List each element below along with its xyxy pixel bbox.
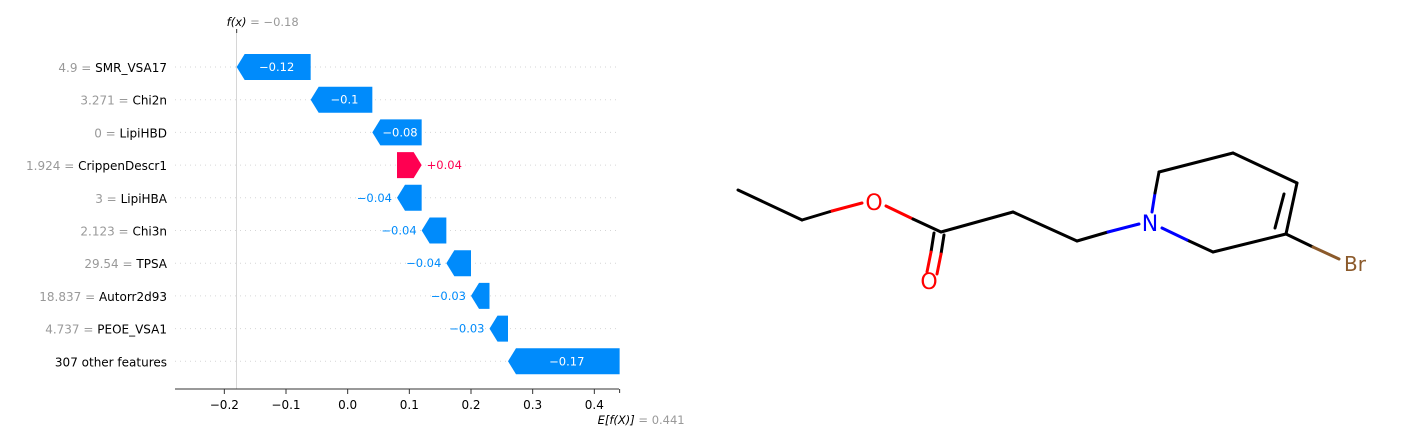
bond-ring-bottom [1211,232,1288,254]
bond-ring-n-bottom [1185,238,1215,254]
waterfall-bar [489,315,508,342]
bond-carbonyl-double-a [929,231,936,254]
bond-ring-top-right [1231,151,1299,185]
feature-label: 2.123 = Chi3n [80,225,167,239]
waterfall-bar [236,54,311,80]
feature-name: 307 other features [55,355,167,369]
bond-c-n [1075,230,1110,243]
bond-carbonyl-double-b [939,233,946,256]
bond-o-carbonyl-red [884,204,915,221]
fx-symbol: f(x) [227,15,250,29]
feature-name: Chi3n [132,225,167,239]
bond-ethyl-co [800,209,834,222]
atom-nitrogen: N [1142,212,1158,237]
bond-n-up [1153,170,1161,195]
feature-value: 1.924 = [26,159,78,173]
feature-label: 0 = LipiHBD [94,126,167,140]
bond-c-c2 [1011,210,1079,243]
feature-label: 3 = LipiHBA [95,192,168,206]
bond-ring-right-inner [1273,192,1286,230]
bar-value-label: −0.04 [357,191,392,205]
feature-label: 1.924 = CrippenDescr1 [26,159,167,173]
feature-name: Chi2n [132,94,167,108]
shap-waterfall-chart: −0.12 4.9 = SMR_VSA17 −0.1 3.271 = Chi2n −0.… [26,15,685,427]
expected-value-label: E[f(X)] = 0.441 [598,413,685,427]
bar-value-label: −0.12 [259,60,294,74]
feature-name: CrippenDescr1 [78,159,167,173]
bond-carbonyl-double-b-red [935,252,943,276]
feature-label: 18.837 = Autorr2d93 [39,290,167,304]
feature-name: Autorr2d93 [99,290,167,304]
waterfall-bar [310,86,373,113]
x-axis-tick-label: 0.0 [338,398,357,412]
waterfall-bar [421,217,447,244]
feature-value: 3 = [95,192,120,206]
bar-value-label: +0.04 [427,158,462,172]
bond-ethyl-cc [736,188,804,222]
fx-value-label: f(x) = −0.18 [227,15,299,29]
waterfall-bar [471,282,490,309]
bond-ethyl-co-red [830,201,864,213]
bar-value-label: −0.04 [406,256,441,270]
bar-value-label: −0.03 [431,289,466,303]
expected-value-number: = 0.441 [638,413,684,427]
feature-label: 29.54 = TPSA [84,257,167,271]
x-axis-tick-label: 0.3 [523,398,542,412]
feature-label: 3.271 = Chi2n [80,94,167,108]
expected-value-symbol: E[f(X)] [598,413,639,427]
bond-ring-right [1284,181,1299,236]
bond-ring-n-bottom-blue [1160,226,1189,242]
bond-ring-top-left [1157,151,1235,174]
x-axis-tick-label: 0.2 [461,398,480,412]
feature-name: SMR_VSA17 [95,61,167,75]
bond-n-up-blue [1150,191,1157,214]
bond-c-n-blue [1106,222,1141,234]
bar-value-label: −0.04 [381,224,416,238]
x-axis-tick-label: −0.1 [271,398,300,412]
bond-carbonyl-double-a-red [925,250,933,274]
feature-value: 4.737 = [45,323,97,337]
x-axis-tick-label: 0.1 [400,398,419,412]
feature-name: LipiHBA [121,192,168,206]
fx-number: = −0.18 [250,15,299,29]
waterfall-bar [397,184,422,211]
bond-c-br-brown [1311,245,1341,261]
waterfall-bar [397,152,422,179]
feature-label: 307 other features [55,355,167,369]
feature-value: 0 = [94,126,119,140]
feature-name: PEOE_VSA1 [97,323,167,337]
waterfall-bar [372,119,422,146]
feature-name: TPSA [135,257,167,271]
waterfall-bar [446,250,471,277]
bond-c-c1 [939,210,1015,234]
feature-value: 4.9 = [58,61,95,75]
feature-value: 29.54 = [84,257,136,271]
bar-value-label: −0.08 [382,125,417,139]
molecule-structure: O O N Br [736,151,1367,295]
feature-label: 4.9 = SMR_VSA17 [58,61,167,75]
x-axis-tick-label: 0.4 [585,398,604,412]
bond-c-br [1284,232,1315,249]
bar-value-label: −0.17 [549,354,584,368]
bar-value-label: −0.1 [331,93,359,107]
feature-value: 2.123 = [80,225,132,239]
bond-o-carbonyl [911,217,943,234]
atom-oxygen-ether: O [865,191,882,216]
waterfall-bar [508,348,620,375]
bar-value-label: −0.03 [449,322,484,336]
feature-name: LipiHBD [120,126,167,140]
atom-oxygen-carbonyl: O [920,270,937,295]
feature-value: 18.837 = [39,290,99,304]
feature-value: 3.271 = [80,94,132,108]
x-axis-tick-label: −0.2 [210,398,239,412]
feature-label: 4.737 = PEOE_VSA1 [45,323,167,337]
atom-bromine: Br [1344,252,1367,276]
